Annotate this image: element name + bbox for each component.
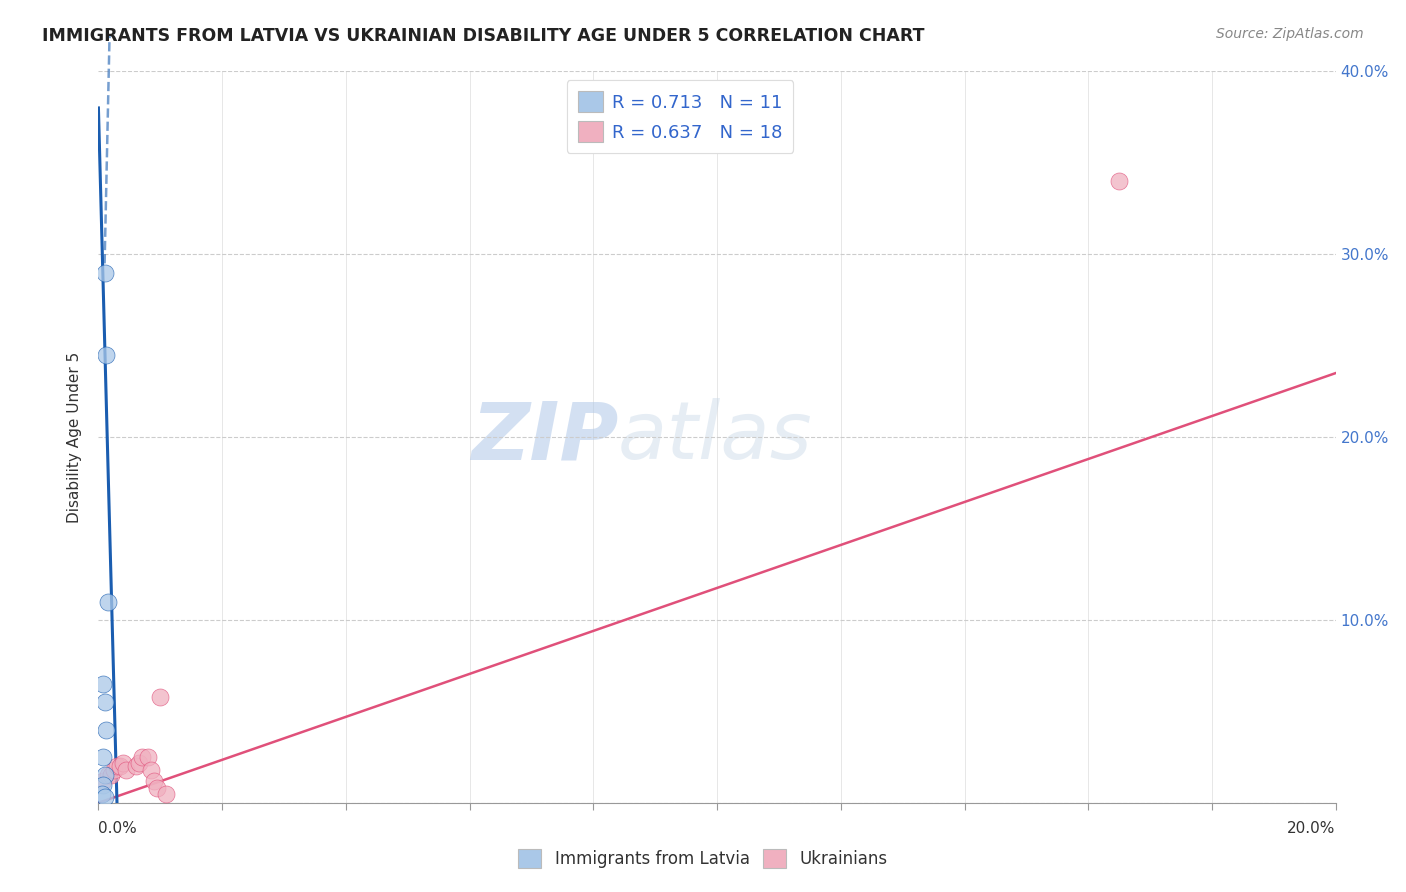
Point	[124, 759, 146, 773]
Text: 0.0%: 0.0%	[98, 821, 138, 836]
Point	[136, 750, 159, 764]
Point	[93, 790, 115, 805]
Point	[93, 773, 115, 788]
Point	[93, 768, 115, 782]
Point	[94, 723, 117, 737]
Point	[105, 759, 128, 773]
Text: Source: ZipAtlas.com: Source: ZipAtlas.com	[1216, 27, 1364, 41]
Point	[94, 348, 117, 362]
Text: 20.0%: 20.0%	[1288, 821, 1336, 836]
Point	[93, 777, 115, 792]
Point	[149, 690, 172, 704]
Point	[131, 750, 153, 764]
Point	[143, 773, 166, 788]
Point	[91, 787, 114, 801]
Text: atlas: atlas	[619, 398, 813, 476]
Point	[93, 677, 115, 691]
Point	[108, 759, 131, 773]
Point	[93, 266, 115, 280]
Point	[97, 594, 120, 608]
Point	[93, 695, 115, 709]
Point	[97, 768, 120, 782]
Legend: R = 0.713   N = 11, R = 0.637   N = 18: R = 0.713 N = 11, R = 0.637 N = 18	[567, 80, 793, 153]
Point	[128, 756, 150, 770]
Point	[93, 750, 115, 764]
Point	[100, 768, 122, 782]
Point	[139, 763, 162, 777]
Legend: Immigrants from Latvia, Ukrainians: Immigrants from Latvia, Ukrainians	[512, 842, 894, 875]
Text: IMMIGRANTS FROM LATVIA VS UKRAINIAN DISABILITY AGE UNDER 5 CORRELATION CHART: IMMIGRANTS FROM LATVIA VS UKRAINIAN DISA…	[42, 27, 925, 45]
Point	[1108, 174, 1130, 188]
Text: ZIP: ZIP	[471, 398, 619, 476]
Point	[146, 781, 169, 796]
Point	[112, 756, 135, 770]
Y-axis label: Disability Age Under 5: Disability Age Under 5	[67, 351, 83, 523]
Point	[115, 763, 138, 777]
Point	[155, 787, 177, 801]
Point	[103, 763, 125, 777]
